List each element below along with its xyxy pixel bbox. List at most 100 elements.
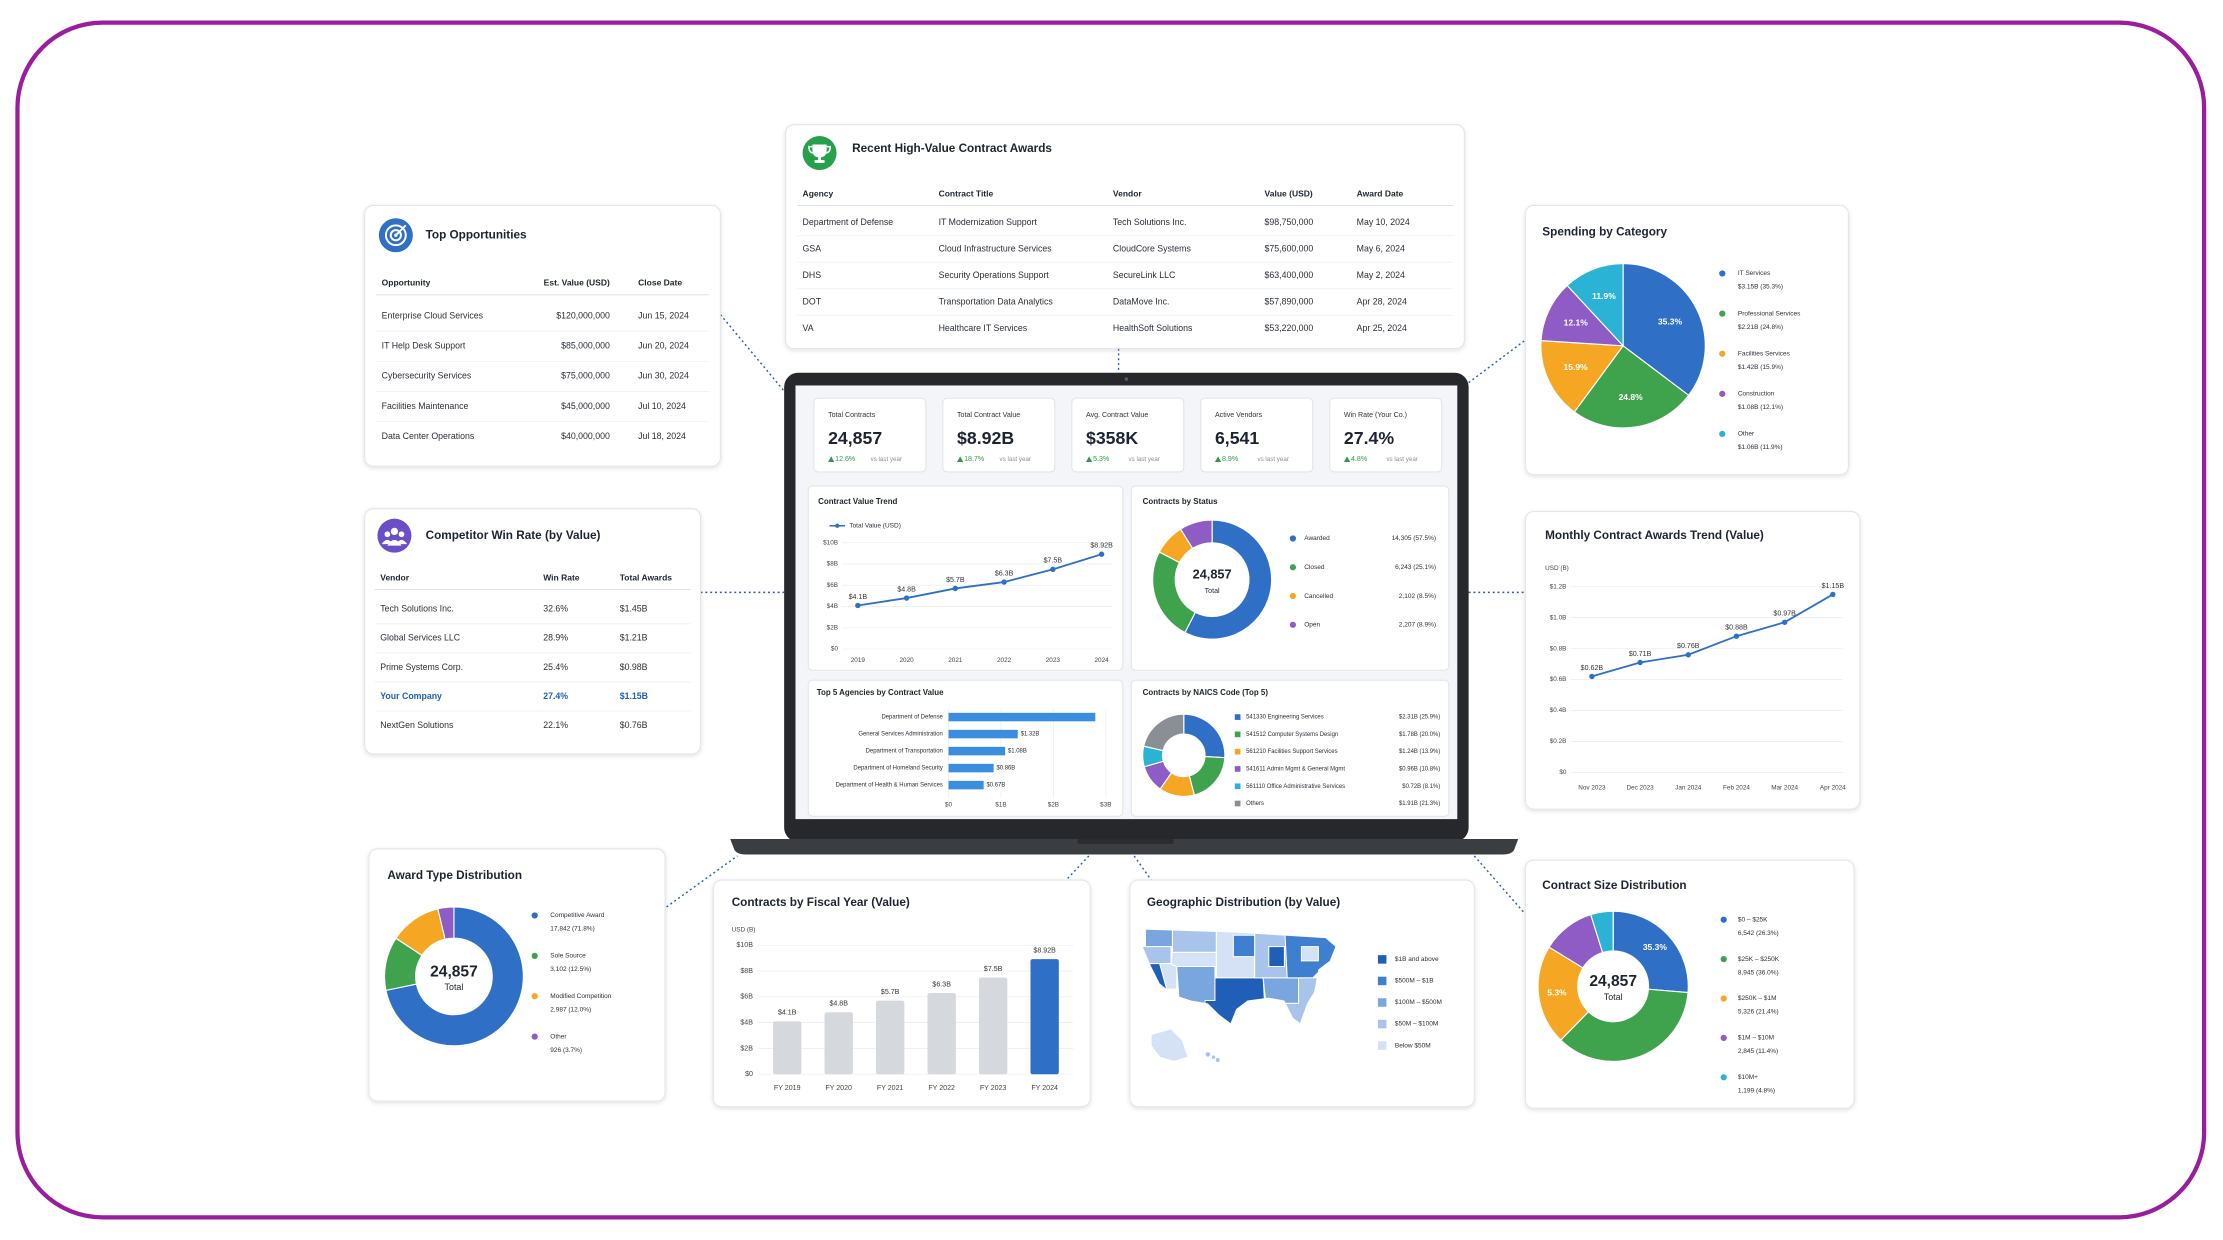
legend-value: 2,845 (11.4%) (1738, 1048, 1778, 1055)
kpi-up-arrow (1343, 456, 1351, 462)
y-tick-label: $2B (740, 1044, 753, 1052)
camera (1124, 377, 1129, 381)
legend-marker (1234, 766, 1241, 772)
x-tick-label: FY 2024 (1031, 1084, 1058, 1092)
data-label: $5.7B (946, 576, 965, 584)
connector (666, 855, 738, 908)
y-tick-label: $6B (740, 993, 753, 1001)
laptop-base (730, 838, 1519, 855)
x-tick-label: Feb 2024 (1723, 785, 1750, 792)
connector (1065, 855, 1090, 881)
legend-marker (1720, 1034, 1727, 1042)
kpi-label: Win Rate (Your Co.) (1344, 411, 1407, 419)
y-tick-label: $0 (1559, 769, 1567, 776)
y-tick-label: $10B (823, 539, 838, 546)
table-cell: $75,600,000 (1265, 243, 1314, 253)
icon-glyph (812, 144, 827, 163)
legend-marker (835, 523, 840, 528)
data-label: $0.67B (986, 783, 1005, 789)
legend-marker (531, 1033, 538, 1040)
bar (978, 977, 1008, 1075)
x-tick-label: FY 2022 (928, 1084, 955, 1092)
legend-label: Total Value (USD) (849, 522, 901, 529)
legend-marker (1719, 390, 1726, 397)
axis-title: USD (B) (732, 926, 756, 933)
card (364, 204, 721, 467)
y-tick-label: $1.0B (1550, 614, 1567, 621)
table-cell: Jun 20, 2024 (638, 341, 689, 351)
legend-value: 926 (3.7%) (550, 1047, 582, 1054)
table-cell: GSA (803, 243, 822, 253)
card (364, 508, 702, 755)
kpi-change: 5.3% (1093, 455, 1110, 463)
slice (1540, 340, 1625, 413)
data-point (1733, 633, 1740, 639)
icon-badge (377, 518, 412, 553)
icon-glyph (390, 527, 399, 536)
legend-marker (1377, 1019, 1387, 1029)
legend-label: Cancelled (1304, 593, 1333, 600)
column-header: Total Awards (620, 572, 673, 582)
connector (719, 314, 785, 392)
x-tick-label: Apr 2024 (1820, 785, 1846, 792)
legend-value: $2.31B (25.9%) (1399, 715, 1440, 721)
column-header: Win Rate (543, 572, 580, 582)
slice (1612, 910, 1689, 994)
trend-line (1591, 593, 1834, 678)
kpi-label: Total Contract Value (957, 411, 1020, 419)
legend-value: $1.78B (20.0%) (1399, 732, 1440, 738)
y-tick-label: $8B (740, 967, 753, 975)
table-cell: Your Company (380, 691, 442, 701)
slice (1566, 263, 1624, 348)
legend-label: $10M+ (1738, 1074, 1758, 1081)
column-header: Est. Value (USD) (544, 278, 610, 288)
chart-title: Award Type Distribution (387, 869, 522, 882)
x-tick-label: Nov 2023 (1578, 785, 1606, 792)
card-title: Top Opportunities (426, 228, 527, 241)
table-cell: $57,890,000 (1265, 296, 1314, 306)
y-tick-label: $6B (827, 582, 838, 589)
legend-value: $1.06B (11.9%) (1738, 444, 1783, 451)
data-point (903, 595, 910, 601)
icon-glyph (808, 145, 831, 154)
legend-marker (1289, 621, 1297, 628)
table-cell: Healthcare IT Services (939, 323, 1028, 333)
center-caption: Total (1205, 587, 1220, 595)
legend-label: IT Services (1738, 270, 1771, 277)
x-tick-label: $2B (1048, 802, 1059, 809)
kpi-up-arrow (957, 456, 964, 462)
legend-label: Awarded (1304, 535, 1330, 542)
chart-title: Contract Size Distribution (1542, 879, 1686, 892)
legend-value: $1.24B (13.9%) (1399, 749, 1440, 755)
table-cell: $120,000,000 (556, 310, 610, 320)
table-cell: DOT (803, 296, 822, 306)
data-label: $4.8B (829, 1000, 848, 1008)
kpi-card (813, 397, 927, 473)
column-header: Opportunity (382, 278, 431, 288)
legend-marker (1289, 535, 1297, 542)
legend-marker (1234, 731, 1241, 738)
kpi-up-arrow (828, 456, 835, 462)
axis-title: USD (B) (1545, 565, 1569, 572)
slice-label: 11.9% (1592, 291, 1616, 301)
table-cell: May 10, 2024 (1357, 217, 1410, 227)
slice (1559, 988, 1689, 1062)
panel (1130, 485, 1450, 671)
table-cell: IT Help Desk Support (382, 341, 466, 351)
data-label: $8.92B (1033, 947, 1056, 955)
x-tick-label: 2021 (948, 657, 963, 664)
connectors (666, 314, 1526, 915)
legend-value: 1,199 (4.8%) (1738, 1087, 1775, 1094)
kpi-label: Avg. Contract Value (1086, 411, 1148, 419)
table-cell: $53,220,000 (1265, 323, 1314, 333)
legend-label: Open (1304, 622, 1320, 629)
column-header: Close Date (638, 278, 682, 288)
table-cell: $75,000,000 (561, 371, 610, 381)
legend-label: Closed (1304, 564, 1325, 571)
legend-label: Professional Services (1738, 310, 1801, 317)
kpi-value: 24,857 (828, 428, 882, 448)
slice-label: 35.3% (1658, 317, 1683, 327)
legend-label: $0 – $25K (1738, 916, 1768, 923)
table-cell: Jun 30, 2024 (638, 371, 689, 381)
kpi-card (1071, 397, 1185, 473)
